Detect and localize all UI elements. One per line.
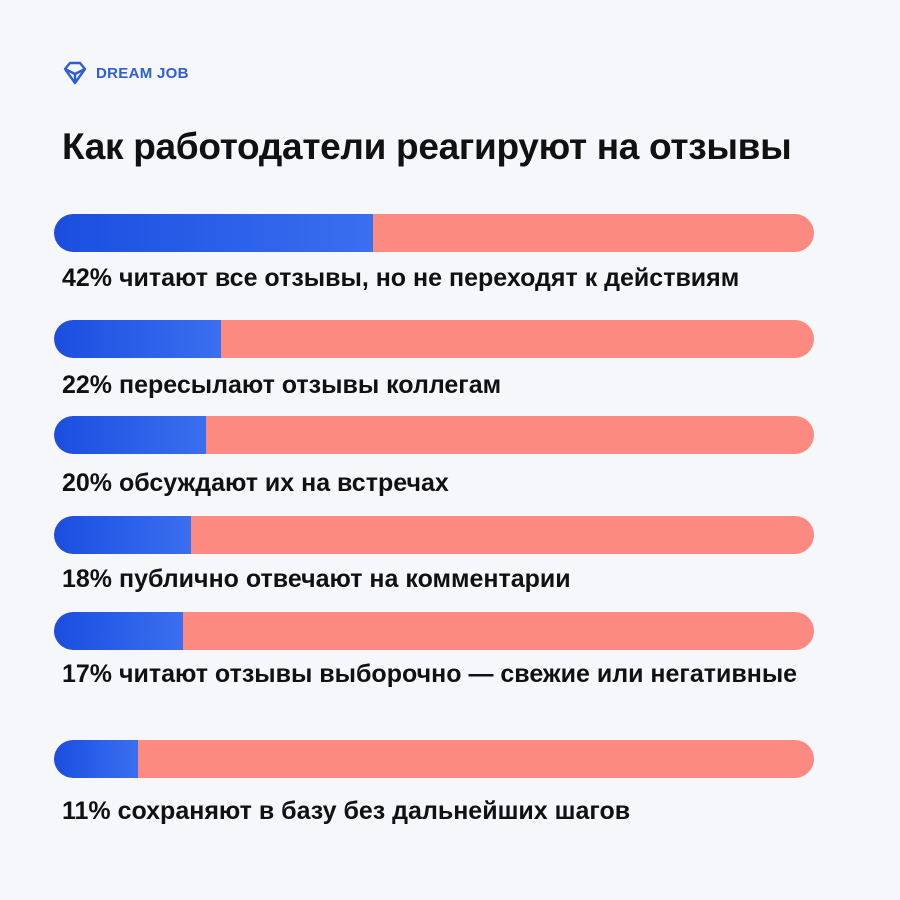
bar-fill: [54, 320, 222, 358]
bar-fill: [54, 612, 184, 650]
bar-fill: [54, 416, 206, 454]
bar-label: 22% пересылают отзывы коллегам: [62, 371, 502, 399]
bar-3: [54, 416, 814, 454]
bar-fill: [54, 740, 138, 778]
bar-label: 42% читают все отзывы, но не переходят к…: [62, 264, 740, 292]
diamond-logo-icon: [63, 61, 87, 85]
bar-label: 18% публично отвечают на комментарии: [62, 565, 571, 593]
bar-4: [54, 516, 814, 554]
bar-label: 11% сохраняют в базу без дальнейших шаго…: [62, 797, 631, 825]
bar-5: [54, 612, 814, 650]
brand-name: DREAM JOB: [96, 64, 189, 82]
bar-fill: [54, 214, 374, 252]
bar-1: [54, 214, 814, 252]
bar-label: 17% читают отзывы выборочно — свежие или…: [62, 660, 798, 688]
chart-title: Как работодатели реагируют на отзывы: [62, 126, 792, 167]
bar-track: [54, 740, 814, 778]
brand-logo: DREAM JOB: [62, 60, 189, 86]
bar-fill: [54, 516, 191, 554]
bar-6: [54, 740, 814, 778]
bar-2: [54, 320, 814, 358]
bar-label: 20% обсуждают их на встречах: [62, 469, 449, 497]
